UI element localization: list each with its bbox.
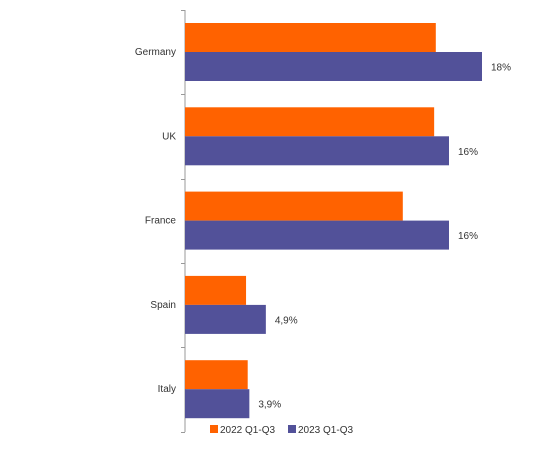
bar-series-1 [185,107,435,137]
data-label: 3,9% [258,400,281,411]
legend: 2022 Q1-Q3 2023 Q1-Q3 [210,425,353,436]
legend-label: 2023 Q1-Q3 [298,425,353,436]
bar-series-2 [185,220,449,250]
labels-layer: Germany 18% UK 16% France 16% Spain 4,9% Italy 3,… [135,47,511,411]
axis-layer [181,10,186,433]
data-label: 18% [491,63,511,74]
bar-series-1 [185,191,403,221]
bar-series-2 [185,389,250,419]
bar-series-1 [185,23,436,52]
bar-series-2 [185,52,482,81]
category-label: UK [162,131,176,142]
data-label: 16% [458,231,478,242]
bar-series-2 [185,136,449,166]
category-label: Italy [158,384,176,395]
data-label: 4,9% [275,315,298,326]
category-label: Germany [135,47,176,58]
data-label: 16% [458,147,478,158]
legend-label: 2022 Q1-Q3 [220,425,275,436]
category-label: Spain [150,300,176,311]
bar-series-1 [185,275,247,305]
bar-series-2 [185,304,266,334]
category-label: France [145,216,177,227]
bar-series-1 [185,360,248,390]
bars-layer [185,23,482,419]
legend-swatch [288,425,296,433]
legend-swatch [210,425,218,433]
